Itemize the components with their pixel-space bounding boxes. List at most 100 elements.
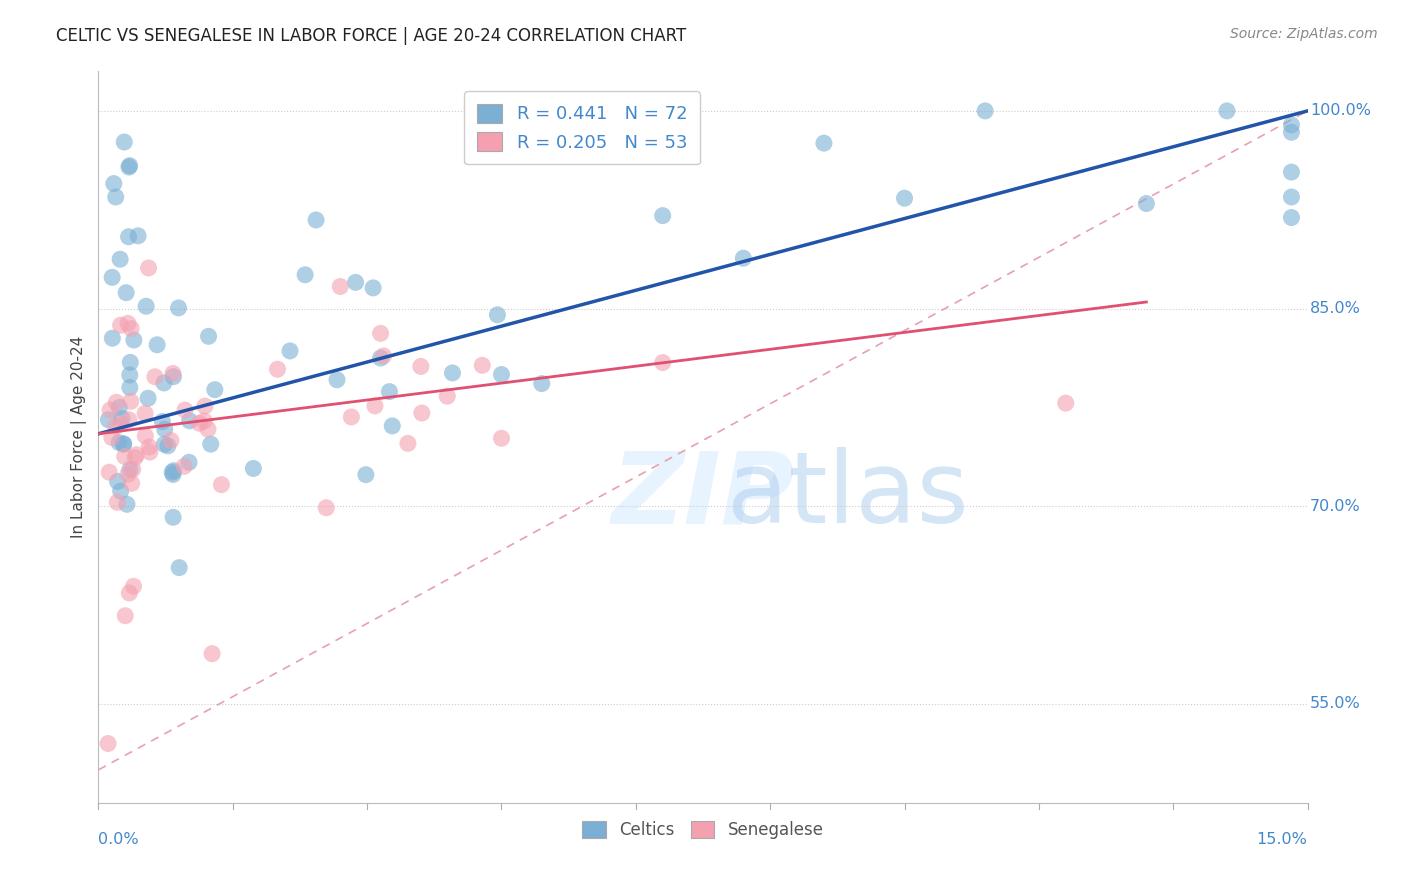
Point [294,268,316,282]
Point [138,440,160,454]
Point [110,484,132,499]
Point [115,285,138,300]
Point [118,462,141,476]
Text: 15.0%: 15.0% [1257,832,1308,847]
Text: atlas: atlas [727,447,969,544]
Point [117,467,139,482]
Point [97,737,120,751]
Point [162,367,184,381]
Point [173,459,195,474]
Point [101,431,124,445]
Point [114,608,136,623]
Point [491,368,513,382]
Point [194,399,217,413]
Point [118,380,141,394]
Point [370,326,392,341]
Point [188,417,211,431]
Point [121,476,143,491]
Point [266,362,288,376]
Point [893,191,915,205]
Point [117,317,139,331]
Point [120,355,142,369]
Text: CELTIC VS SENEGALESE IN LABOR FORCE | AGE 20-24 CORRELATION CHART: CELTIC VS SENEGALESE IN LABOR FORCE | AG… [56,27,686,45]
Point [117,229,139,244]
Point [326,373,349,387]
Point [105,495,128,509]
Point [143,369,166,384]
Point [200,437,222,451]
Point [1216,103,1239,118]
Point [530,376,553,391]
Text: 100.0%: 100.0% [1310,103,1371,119]
Point [471,359,494,373]
Point [139,445,162,459]
Point [651,355,673,369]
Point [167,301,190,315]
Point [162,369,184,384]
Point [491,431,513,445]
Point [98,403,121,417]
Point [733,251,755,265]
Text: 0.0%: 0.0% [98,832,139,847]
Text: 55.0%: 55.0% [1310,697,1361,712]
Point [1281,190,1303,204]
Point [153,376,176,390]
Point [105,395,128,409]
Point [160,466,183,480]
Point [138,260,160,275]
Point [111,411,134,425]
Point [1281,165,1303,179]
Y-axis label: In Labor Force | Age 20-24: In Labor Force | Age 20-24 [72,336,87,538]
Point [486,308,509,322]
Point [110,417,132,432]
Point [120,394,142,409]
Point [1135,196,1157,211]
Point [381,418,404,433]
Point [193,414,215,428]
Point [153,422,176,436]
Point [101,331,124,345]
Point [411,406,433,420]
Point [441,366,464,380]
Point [162,467,184,482]
Point [162,510,184,524]
Point [396,436,419,450]
Point [204,383,226,397]
Point [98,465,121,479]
Point [108,435,131,450]
Point [122,333,145,347]
Point [1281,211,1303,225]
Point [813,136,835,150]
Point [315,500,337,515]
Point [370,351,392,365]
Point [361,281,384,295]
Point [146,338,169,352]
Point [1281,125,1303,139]
Point [118,586,141,600]
Point [179,414,201,428]
Point [329,279,352,293]
Point [156,439,179,453]
Text: 85.0%: 85.0% [1310,301,1361,316]
Point [112,135,135,149]
Point [97,413,120,427]
Point [1054,396,1077,410]
Point [153,437,176,451]
Point [135,299,157,313]
Point [201,647,224,661]
Point [103,177,125,191]
Point [101,270,124,285]
Text: 70.0%: 70.0% [1310,499,1361,514]
Point [242,461,264,475]
Point [121,462,143,476]
Point [364,399,387,413]
Point [108,252,131,267]
Point [136,391,159,405]
Point [209,477,232,491]
Point [118,159,141,173]
Text: Source: ZipAtlas.com: Source: ZipAtlas.com [1230,27,1378,41]
Point [167,560,190,574]
Point [114,450,136,464]
Point [127,228,149,243]
Point [305,213,328,227]
